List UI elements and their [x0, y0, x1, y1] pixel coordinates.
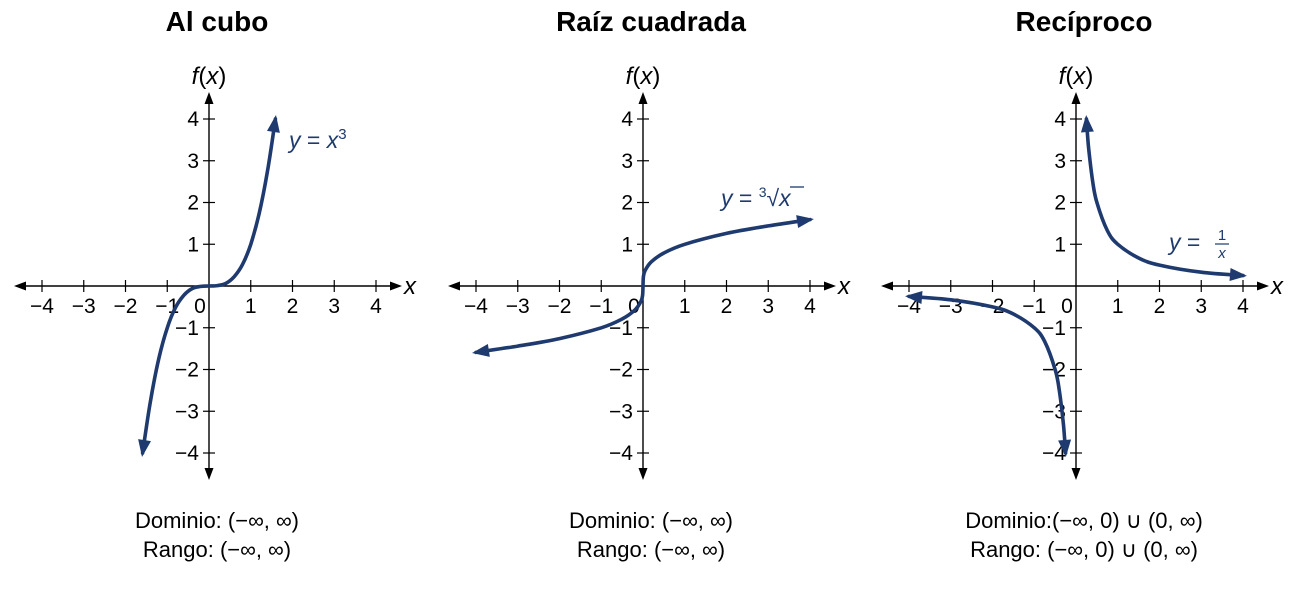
y-axis-label: f(x): [192, 63, 227, 90]
y-tick-label: 2: [187, 192, 199, 215]
y-tick-label: −3: [609, 400, 633, 423]
x-tick-label: 3: [1195, 295, 1207, 318]
x-tick-label: 4: [370, 295, 382, 318]
domain-text: Dominio: (−∞, ∞): [134, 508, 299, 533]
series-line: [907, 294, 1068, 455]
x-tick-label: 4: [1237, 295, 1249, 318]
y-tick-label: 1: [187, 233, 199, 256]
x-tick-label: 4: [804, 295, 816, 318]
series-line: [140, 117, 278, 455]
x-axis-label: x: [403, 273, 417, 300]
x-tick-label: −4: [30, 295, 54, 318]
fraction-numerator: 1: [1218, 227, 1226, 244]
y-axis-label: f(x): [626, 63, 661, 90]
y-axis-arrow-down: [1071, 468, 1081, 480]
x-axis-arrow-right: [1257, 281, 1269, 291]
x-tick-label: 0: [628, 295, 640, 318]
y-tick-label: −4: [175, 442, 199, 465]
series-arrow-start: [472, 344, 490, 357]
y-tick-label: 4: [1054, 108, 1066, 131]
x-tick-label: −4: [464, 295, 488, 318]
series-arrow-start: [138, 439, 151, 457]
series-arrow-end: [267, 115, 280, 133]
domain-text: Dominio: (−∞, ∞): [568, 508, 733, 533]
x-tick-label: 3: [762, 295, 774, 318]
x-tick-label: 0: [194, 295, 206, 318]
y-tick-label: −1: [1042, 317, 1066, 340]
y-axis-arrow-up: [638, 92, 648, 104]
series-arrow-start: [1080, 115, 1094, 133]
series-line: [1084, 117, 1245, 278]
x-tick-label: −1: [589, 295, 613, 318]
x-tick-label: −3: [72, 295, 96, 318]
series-arrow-end: [796, 215, 814, 228]
x-tick-label: 2: [1154, 295, 1166, 318]
x-tick-label: 2: [287, 295, 299, 318]
x-axis-label: x: [1270, 273, 1284, 300]
domain-text: Dominio:(−∞, 0) ∪ (0, ∞): [965, 508, 1203, 533]
x-tick-label: −1: [1022, 295, 1046, 318]
chart-title: Raíz cuadrada: [556, 6, 746, 37]
y-tick-label: 1: [1054, 233, 1066, 256]
y-tick-label: 4: [621, 108, 633, 131]
y-tick-label: 3: [1054, 150, 1066, 173]
fraction-denominator: x: [1217, 245, 1226, 262]
series-arrow-end: [1058, 439, 1072, 457]
y-tick-label: −2: [609, 359, 633, 382]
y-tick-label: 1: [621, 233, 633, 256]
series-arrow-end: [1229, 268, 1247, 282]
x-axis-arrow-left: [881, 281, 893, 291]
y-tick-label: −3: [175, 400, 199, 423]
y-tick-label: 3: [621, 150, 633, 173]
y-axis-arrow-up: [204, 92, 214, 104]
x-tick-label: −2: [114, 295, 138, 318]
series-label: y = 3√x: [719, 184, 792, 211]
x-tick-label: 1: [245, 295, 257, 318]
x-axis-arrow-right: [824, 281, 836, 291]
x-tick-label: −2: [548, 295, 572, 318]
chart-title: Recíproco: [1015, 6, 1153, 37]
series-arrow-start: [905, 290, 923, 304]
y-tick-label: −4: [609, 442, 633, 465]
x-tick-label: 3: [328, 295, 340, 318]
series-label: y = x3: [287, 126, 347, 153]
y-axis-label: f(x): [1059, 63, 1094, 90]
x-axis-label: x: [837, 273, 851, 300]
x-axis-arrow-left: [448, 281, 460, 291]
range-text: Rango: (−∞, 0) ∪ (0, ∞): [970, 537, 1198, 562]
y-tick-label: 2: [621, 192, 633, 215]
chart-panel-reciprocal: Recíproco x f(x) −4 −3 −2 −1 0 1 2 3 4 −4 −3 −2 −1 1 2 3 4…: [867, 0, 1301, 599]
x-tick-label: 1: [679, 295, 691, 318]
y-tick-label: 4: [187, 108, 199, 131]
range-text: Rango: (−∞, ∞): [576, 537, 726, 562]
y-axis-arrow-down: [204, 468, 214, 480]
y-tick-label: 3: [187, 150, 199, 173]
x-tick-label: 2: [721, 295, 733, 318]
x-axis-arrow-right: [390, 281, 402, 291]
y-tick-label: 2: [1054, 192, 1066, 215]
chart-panel-cube: Al cubo x f(x) −4 −3 −2 −1 0 1 2 3 4 −4 −3 −2 −1 1 2 3 4 y …: [0, 0, 434, 599]
y-axis-arrow-up: [1071, 92, 1081, 104]
series-label: y =: [1167, 229, 1200, 255]
chart-title: Al cubo: [165, 6, 269, 37]
y-axis-arrow-down: [638, 468, 648, 480]
chart-panel-root: Raíz cuadrada x f(x) −4 −3 −2 −1 0 1 2 3 4 −4 −3 −2 −1…: [434, 0, 868, 599]
y-tick-label: −4: [1042, 442, 1066, 465]
x-tick-label: 1: [1112, 295, 1124, 318]
x-axis-arrow-left: [14, 281, 26, 291]
x-tick-label: −3: [506, 295, 530, 318]
series-line: [474, 217, 812, 355]
x-tick-label: 0: [1061, 295, 1073, 318]
y-tick-label: −2: [175, 359, 199, 382]
range-text: Rango: (−∞, ∞): [142, 537, 292, 562]
y-tick-label: −1: [175, 317, 199, 340]
